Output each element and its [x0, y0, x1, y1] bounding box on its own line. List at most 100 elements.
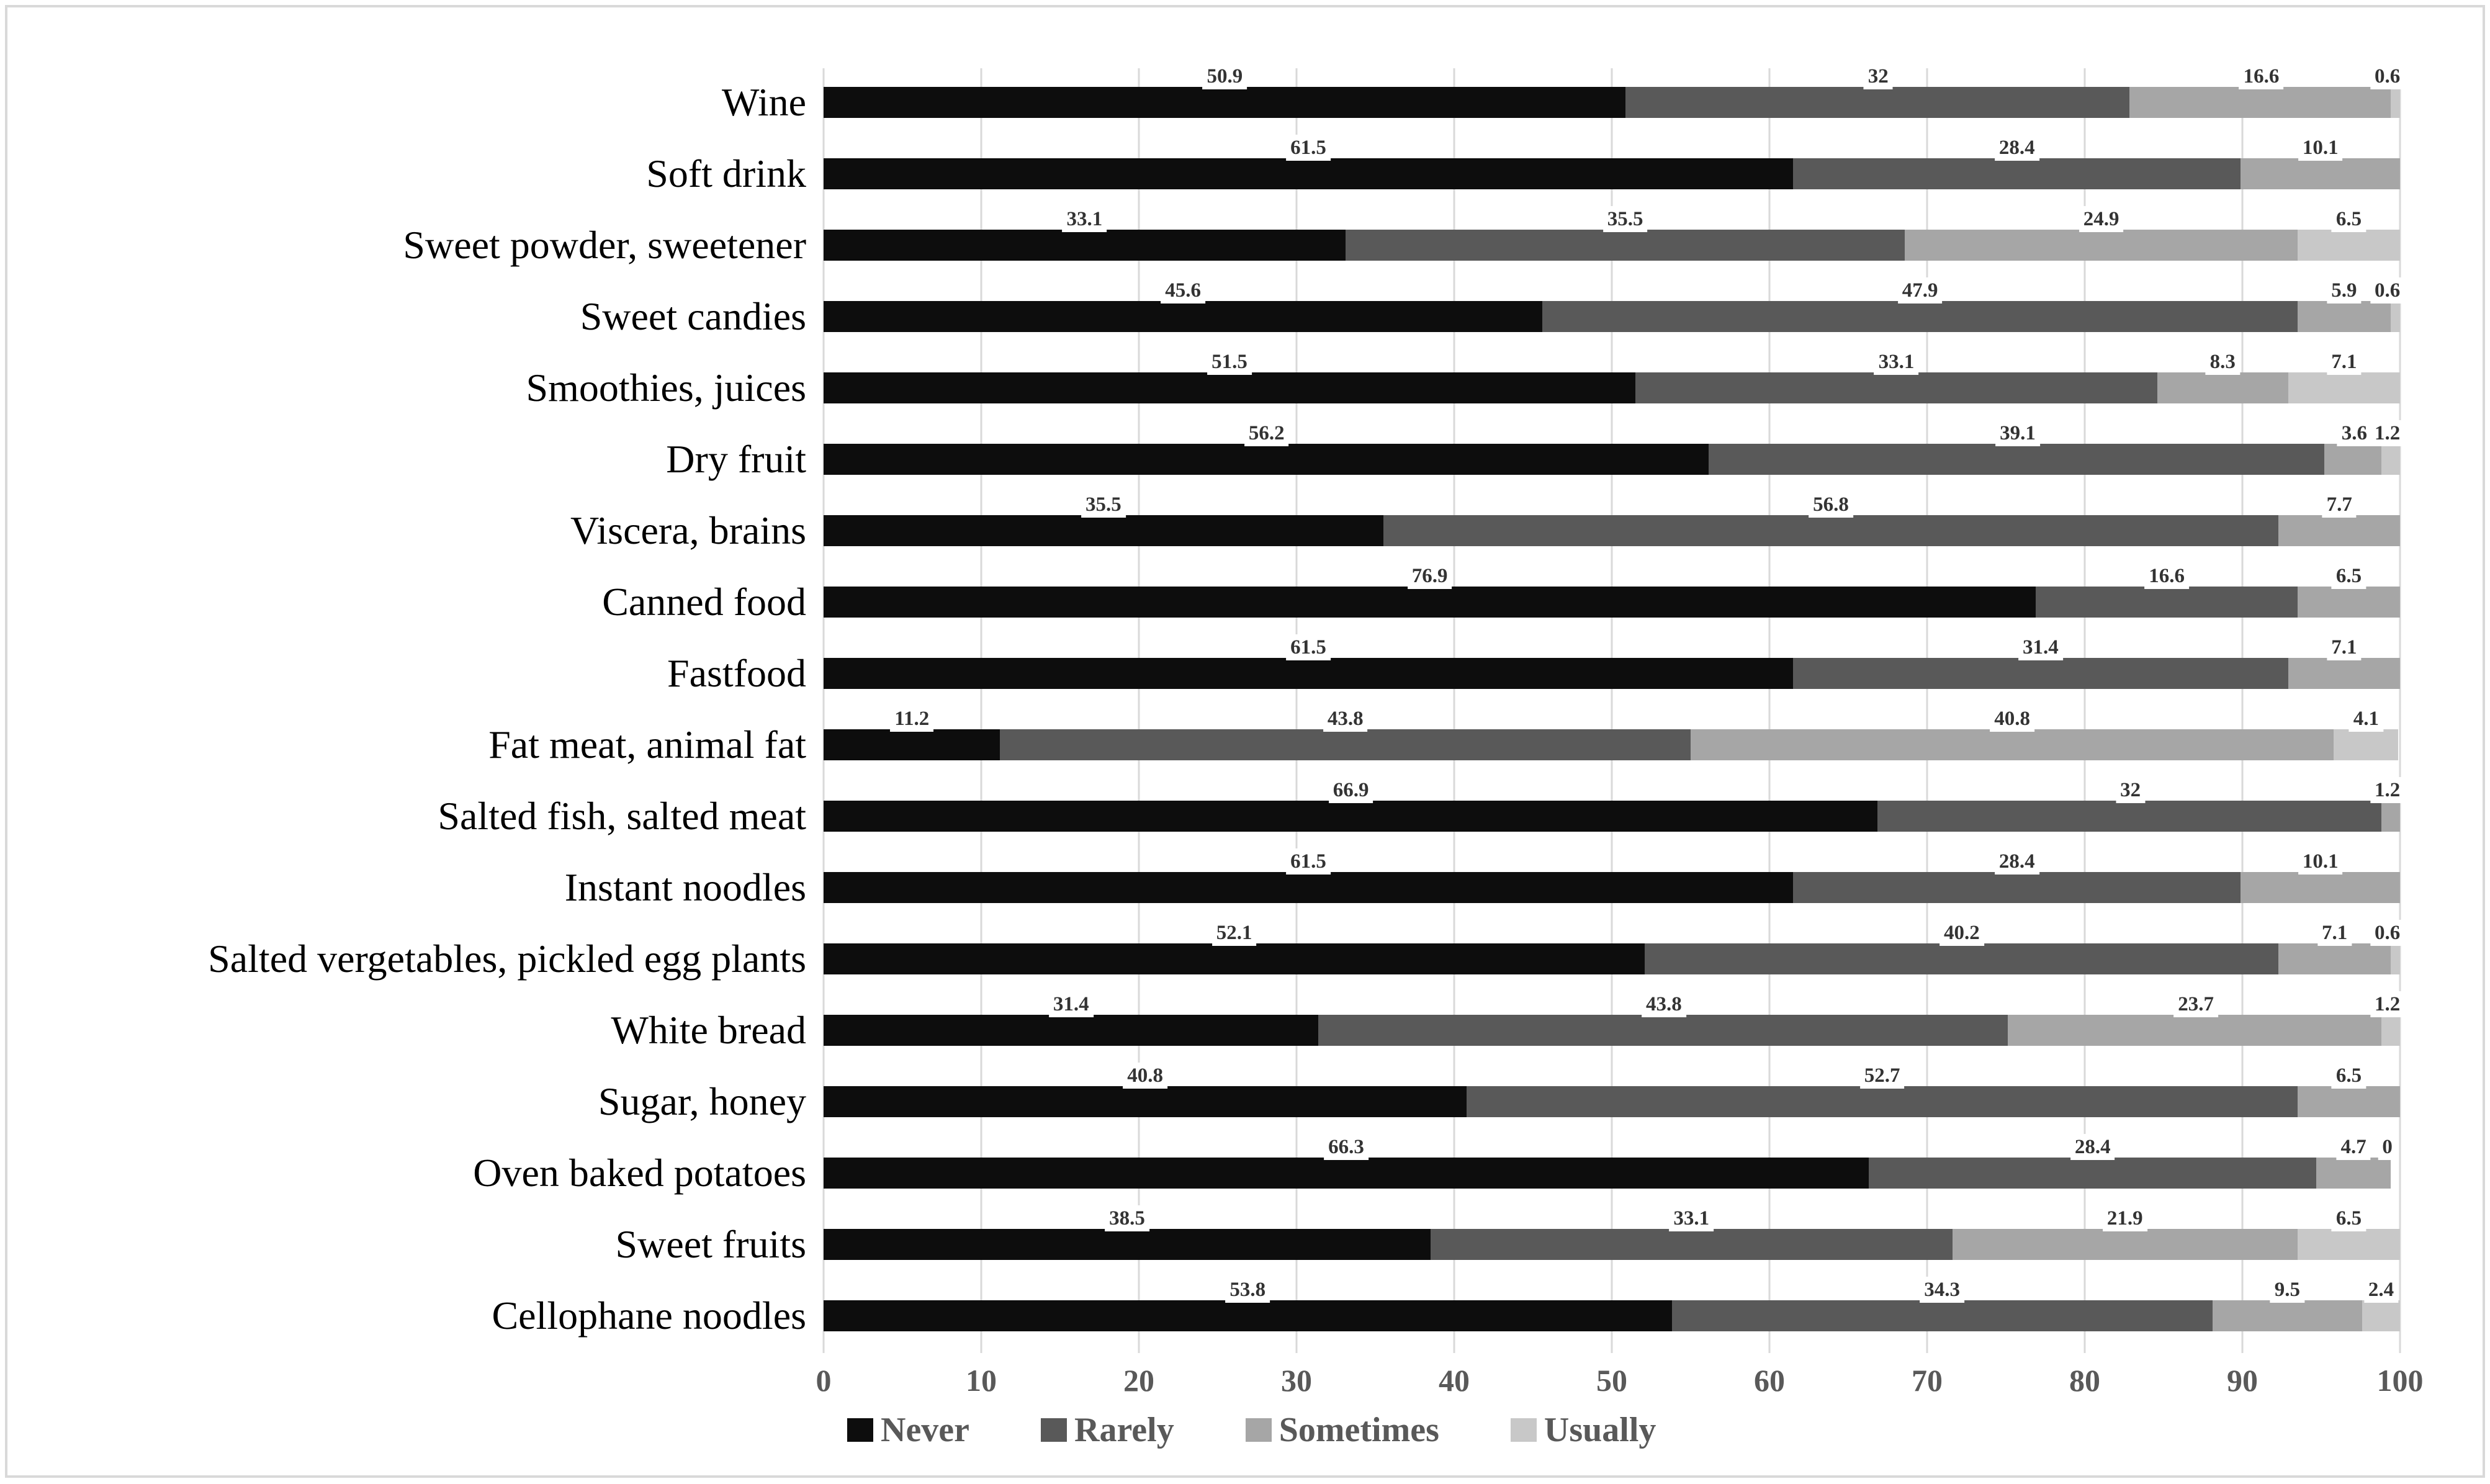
value-label-sometimes: 6.5 [2331, 1063, 2366, 1089]
value-label-rarely: 28.4 [2070, 1134, 2115, 1160]
value-label-sometimes: 16.6 [2239, 63, 2284, 89]
bar-segment-rarely [1869, 1158, 2317, 1189]
bar-segment-rarely [1635, 372, 2157, 403]
category-label: Salted vergetables, pickled egg plants [208, 937, 806, 981]
bar-segment-rarely [1793, 158, 2241, 189]
x-tick-100: 100 [2376, 1363, 2424, 1398]
stacked-bar [824, 658, 2400, 689]
stacked-bar [824, 943, 2400, 974]
value-label-rarely: 56.8 [1809, 492, 1853, 518]
value-label-sometimes: 10.1 [2298, 135, 2343, 161]
chart-row: Canned food 76.9 16.6 6.5 [602, 563, 2400, 639]
bar-segment-rarely [1793, 872, 2241, 903]
bar-segment-rarely [1671, 1300, 2213, 1331]
value-label-sometimes: 7.1 [2327, 634, 2362, 660]
stacked-bar [824, 1015, 2400, 1046]
stacked-bar [824, 158, 2400, 189]
value-label-sometimes: 9.5 [2270, 1277, 2304, 1303]
legend: Never Rarely Sometimes Usually [847, 1410, 1656, 1450]
value-label-rarely: 52.7 [1859, 1063, 1905, 1089]
bar-segment-rarely [1430, 1229, 1953, 1260]
value-label-usually: 1.2 [2370, 420, 2405, 446]
value-label-never: 52.1 [1211, 920, 1257, 946]
category-label: Oven baked potatoes [473, 1151, 806, 1195]
chart-row: White bread 31.4 43.8 23.7 1.2 [611, 991, 2405, 1068]
bar-segment-never [824, 872, 1794, 903]
stacked-bar [824, 301, 2400, 332]
value-label-usually: 0.6 [2370, 63, 2405, 89]
chart-row: Sweet powder, sweetener 33.1 35.5 24.9 6.5 [403, 206, 2400, 282]
x-tick-50: 50 [1596, 1363, 1627, 1398]
x-tick-30: 30 [1281, 1363, 1312, 1398]
bar-segment-usually [2390, 301, 2400, 332]
bar-segment-never [824, 1300, 1672, 1331]
chart-row: Wine 50.9 32 16.6 0.6 [722, 63, 2405, 140]
value-label-sometimes: 1.2 [2370, 777, 2405, 803]
stacked-bar [824, 872, 2400, 903]
bar-segment-never [824, 87, 1625, 118]
category-label: Soft drink [646, 151, 806, 196]
bar-segment-never [824, 658, 1794, 689]
x-tick-40: 40 [1439, 1363, 1470, 1398]
bar-segment-sometimes [2288, 658, 2400, 689]
gridline-80 [2083, 68, 2086, 1353]
category-label: Smoothies, juices [526, 366, 806, 410]
value-label-usually: 6.5 [2331, 206, 2366, 232]
value-label-usually: 1.2 [2370, 991, 2405, 1017]
bar-segment-rarely [1000, 729, 1691, 760]
bar-segment-never [824, 943, 1645, 974]
value-label-sometimes: 4.7 [2336, 1134, 2371, 1160]
category-label: Instant noodles [564, 865, 806, 909]
bar-segment-sometimes [2297, 301, 2391, 332]
value-label-rarely: 40.2 [1939, 920, 1984, 946]
value-label-usually: 2.4 [2363, 1277, 2399, 1303]
value-label-usually: 0.6 [2370, 920, 2405, 946]
gridline-10 [980, 68, 982, 1353]
bar-segment-never [824, 729, 1000, 760]
legend-label: Sometimes [1279, 1411, 1439, 1449]
bar-segment-never [824, 444, 1709, 475]
value-label-never: 51.5 [1207, 349, 1252, 375]
value-label-rarely: 28.4 [1994, 135, 2039, 161]
legend-item-sometimes: Sometimes [1245, 1410, 1439, 1450]
value-label-never: 45.6 [1161, 277, 1205, 304]
x-tick-90: 90 [2227, 1363, 2258, 1398]
stacked-bar [824, 587, 2400, 618]
category-label: Sweet powder, sweetener [403, 223, 806, 267]
category-label: White bread [611, 1008, 807, 1052]
bar-segment-rarely [1625, 87, 2129, 118]
legend-label: Never [881, 1411, 970, 1449]
value-label-sometimes: 23.7 [2173, 991, 2218, 1017]
bar-segment-rarely [1383, 515, 2279, 546]
bar-segment-sometimes [2129, 87, 2391, 118]
legend-swatch-rarely [1041, 1418, 1067, 1442]
value-label-never: 40.8 [1123, 1063, 1168, 1089]
value-label-never: 61.5 [1286, 135, 1331, 161]
category-label: Sweet fruits [615, 1222, 807, 1266]
value-label-never: 33.1 [1062, 206, 1107, 232]
value-label-never: 61.5 [1286, 634, 1331, 660]
category-label: Fat meat, animal fat [488, 722, 806, 767]
bar-segment-usually [2390, 943, 2400, 974]
bar-segment-rarely [1645, 943, 2279, 974]
bar-segment-sometimes [2241, 158, 2400, 189]
gridline-100 [2399, 68, 2401, 1353]
value-label-rarely: 35.5 [1602, 206, 1648, 232]
gridline-90 [2241, 68, 2244, 1353]
x-tick-0: 0 [816, 1363, 832, 1398]
gridline-70 [1926, 68, 1928, 1353]
bar-segment-rarely [1318, 1015, 2008, 1046]
value-label-rarely: 47.9 [1897, 277, 1943, 304]
bar-segment-usually [2297, 1229, 2400, 1260]
chart-row: Dry fruit 56.2 39.1 3.6 1.2 [666, 420, 2405, 497]
value-label-rarely: 16.6 [2144, 563, 2189, 589]
bar-segment-rarely [1542, 301, 2298, 332]
legend-label: Rarely [1074, 1411, 1174, 1449]
chart-row: Oven baked potatoes 66.3 28.4 4.7 0 [473, 1134, 2400, 1210]
value-label-sometimes: 5.9 [2327, 277, 2362, 304]
bar-segment-never [824, 230, 1346, 261]
chart-row: Sugar, honey 40.8 52.7 6.5 [598, 1063, 2400, 1139]
legend-item-rarely: Rarely [1041, 1410, 1174, 1450]
bar-segment-sometimes [2297, 1086, 2400, 1117]
value-label-rarely: 32 [1863, 63, 1893, 89]
